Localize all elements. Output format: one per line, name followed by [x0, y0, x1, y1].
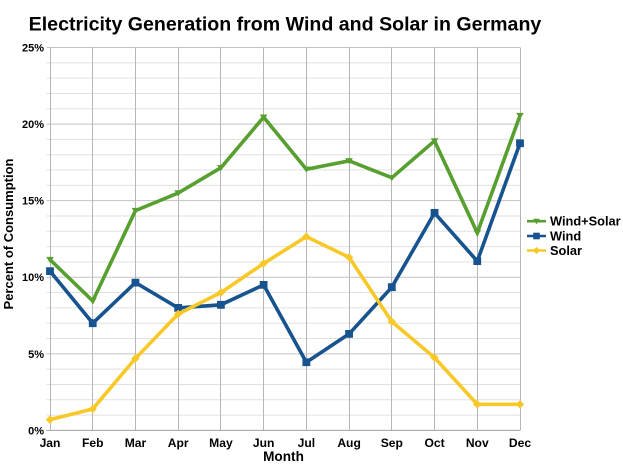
svg-text:Jul: Jul [298, 436, 315, 450]
svg-text:Percent of Consumption: Percent of Consumption [1, 158, 16, 309]
svg-text:Jun: Jun [253, 436, 275, 450]
svg-text:Oct: Oct [424, 436, 444, 450]
svg-text:Wind+Solar: Wind+Solar [550, 214, 621, 229]
svg-text:Month: Month [263, 449, 304, 464]
svg-text:Jan: Jan [40, 436, 61, 450]
svg-text:Electricity Generation from Wi: Electricity Generation from Wind and Sol… [29, 14, 542, 36]
svg-text:Dec: Dec [509, 436, 531, 450]
svg-text:10%: 10% [22, 272, 44, 284]
svg-text:May: May [209, 436, 233, 450]
svg-text:Sep: Sep [381, 436, 403, 450]
svg-text:Nov: Nov [466, 436, 489, 450]
svg-text:Apr: Apr [168, 436, 189, 450]
svg-text:Feb: Feb [82, 436, 104, 450]
svg-text:25%: 25% [22, 43, 44, 55]
svg-text:Solar: Solar [550, 243, 582, 258]
svg-text:5%: 5% [28, 349, 44, 361]
svg-text:15%: 15% [22, 196, 44, 208]
svg-text:Aug: Aug [337, 436, 361, 450]
svg-text:0%: 0% [28, 425, 44, 437]
svg-text:Mar: Mar [125, 436, 147, 450]
svg-text:20%: 20% [22, 119, 44, 131]
svg-text:Wind: Wind [550, 228, 581, 243]
